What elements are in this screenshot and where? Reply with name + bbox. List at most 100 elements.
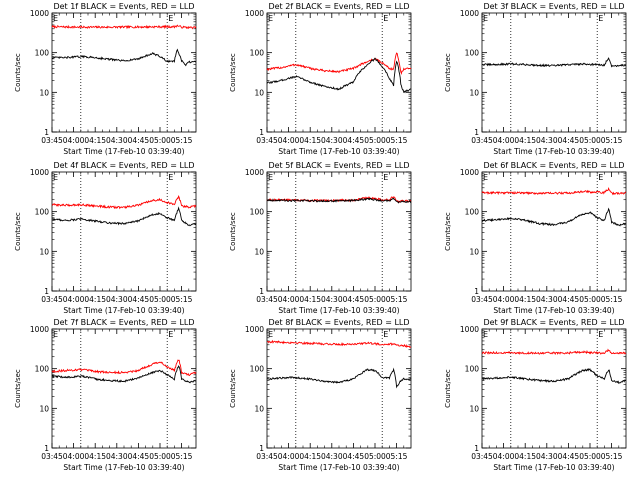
y-tick-label: 1000 [30,325,49,334]
x-axis-label: Start Time (17-Feb-10 03:39:40) [493,306,614,315]
x-tick-label: 04:00 [493,452,515,461]
panel-title: Det 9f BLACK = Events, RED = LLD [483,318,624,327]
x-tick-label: 05:00 [579,452,601,461]
x-tick-label: 04:00 [278,136,300,145]
y-tick-label: 10 [469,247,479,256]
x-tick-label: 05:15 [386,295,408,304]
x-tick-label: 04:45 [343,295,365,304]
y-tick-label: 1000 [460,9,479,18]
plot-frame [266,328,412,449]
events-series-line [481,57,627,68]
event-marker-label: E [268,330,273,339]
y-tick-label: 100 [35,49,50,58]
detector-panel: Det 6f BLACK = Events, RED = LLD Counts/s… [444,161,627,315]
events-series-line [266,367,412,389]
x-tick-label: 03:45 [41,452,63,461]
detector-panel: Det 1f BLACK = Events, RED = LLD Counts/s… [14,2,197,156]
detector-panel: Det 8f BLACK = Events, RED = LLD Counts/s… [229,318,412,472]
y-tick-label: 10 [254,247,264,256]
y-axis-label: Counts/sec [229,369,237,408]
panel-title: Det 4f BLACK = Events, RED = LLD [53,161,194,170]
y-tick-label: 100 [250,49,265,58]
y-tick-label: 1000 [460,325,479,334]
y-axis-label: Counts/sec [14,53,22,92]
event-marker-label: E [168,330,173,339]
detector-panel: Det 4f BLACK = Events, RED = LLD Counts/s… [14,161,197,315]
plot-frame [481,171,627,292]
x-axis-label: Start Time (17-Feb-10 03:39:40) [493,147,614,156]
events-series-line [481,367,627,385]
y-tick-label: 10 [254,404,264,413]
y-axis-label: Counts/sec [14,369,22,408]
events-series-line [51,365,197,384]
x-tick-label: 04:15 [84,452,106,461]
x-tick-label: 04:30 [536,452,558,461]
lld-series-line [481,348,627,356]
panel-title: Det 5f BLACK = Events, RED = LLD [268,161,409,170]
y-tick-label: 1 [259,128,264,137]
x-tick-label: 05:00 [149,136,171,145]
x-tick-label: 04:15 [84,136,106,145]
y-axis-label: Counts/sec [229,212,237,251]
y-tick-label: 1 [474,128,479,137]
x-tick-label: 04:15 [299,136,321,145]
event-marker-label: E [383,14,388,23]
y-tick-label: 10 [39,88,49,97]
event-marker-label: E [268,14,273,23]
y-tick-label: 1 [259,444,264,453]
x-tick-label: 04:00 [493,136,515,145]
y-tick-label: 1000 [245,9,264,18]
x-tick-label: 05:00 [149,452,171,461]
x-tick-label: 04:45 [558,295,580,304]
lld-series-line [266,339,412,349]
plot-frame [51,328,197,449]
x-tick-label: 05:00 [364,295,386,304]
x-tick-label: 03:45 [256,136,278,145]
event-marker-label: E [53,330,58,339]
plot-frame [51,171,197,292]
y-tick-label: 1 [44,444,49,453]
detector-panel: Det 7f BLACK = Events, RED = LLD Counts/s… [14,318,197,472]
events-series-line [266,57,412,94]
lld-series-line [266,52,412,75]
plot-frame [481,12,627,133]
y-axis-label: Counts/sec [229,53,237,92]
y-tick-label: 10 [39,404,49,413]
x-tick-label: 04:15 [84,295,106,304]
y-tick-label: 100 [250,208,265,217]
x-tick-label: 05:00 [579,295,601,304]
x-tick-label: 04:30 [536,295,558,304]
plot-frame [481,328,627,449]
x-tick-label: 04:15 [299,452,321,461]
events-series-line [51,206,197,227]
events-series-line [266,197,412,204]
x-tick-label: 03:45 [471,452,493,461]
y-tick-label: 1 [44,128,49,137]
panel-title: Det 7f BLACK = Events, RED = LLD [53,318,194,327]
lld-series-line [51,24,197,30]
x-tick-label: 05:15 [601,295,623,304]
plot-frame [266,171,412,292]
event-marker-label: E [268,173,273,182]
x-tick-label: 04:30 [106,452,128,461]
x-tick-label: 04:15 [514,452,536,461]
x-tick-label: 04:00 [278,295,300,304]
y-tick-label: 1 [474,287,479,296]
event-marker-label: E [598,173,603,182]
event-marker-label: E [168,14,173,23]
lld-series-line [481,187,627,196]
y-tick-label: 1000 [245,168,264,177]
x-tick-label: 04:30 [536,136,558,145]
y-tick-label: 100 [35,208,50,217]
detector-panel: Det 3f BLACK = Events, RED = LLD Counts/s… [444,2,627,156]
y-tick-label: 10 [469,404,479,413]
x-tick-label: 05:00 [149,295,171,304]
x-axis-label: Start Time (17-Feb-10 03:39:40) [278,147,399,156]
x-axis-label: Start Time (17-Feb-10 03:39:40) [278,306,399,315]
x-tick-label: 04:15 [514,295,536,304]
x-tick-label: 05:15 [171,295,193,304]
y-tick-label: 100 [250,365,265,374]
y-tick-label: 100 [35,365,50,374]
panel-title: Det 3f BLACK = Events, RED = LLD [483,2,624,11]
panel-title: Det 2f BLACK = Events, RED = LLD [268,2,409,11]
